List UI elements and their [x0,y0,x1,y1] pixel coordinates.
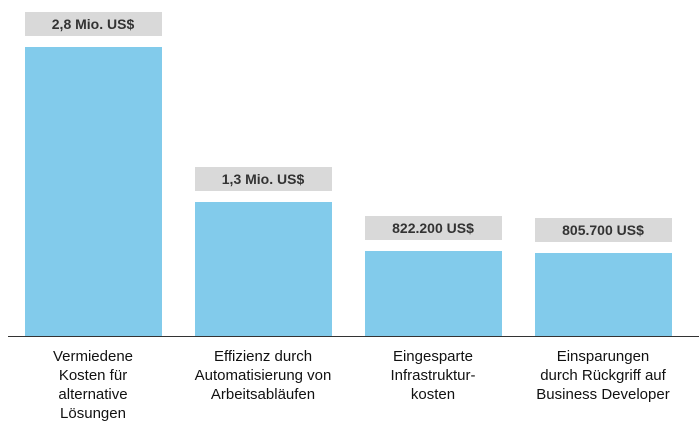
value-label: 805.700 US$ [534,217,672,242]
bar [24,47,162,336]
value-label: 822.200 US$ [364,216,502,241]
axis-line [8,336,699,337]
bar [194,201,332,336]
category-label: Vermiedene Kosten für alternative Lösung… [52,348,134,422]
value-label: 2,8 Mio. US$ [24,12,162,36]
bar [364,251,502,336]
bar [534,252,672,336]
category-label: Effizienz durch Automatisierung von Arbe… [194,348,332,403]
category-label: Eingesparte Infrastruktur- kosten [390,348,476,403]
value-label: 1,3 Mio. US$ [194,166,332,191]
category-label: Einsparungen durch Rückgriff auf Busines… [536,348,670,403]
